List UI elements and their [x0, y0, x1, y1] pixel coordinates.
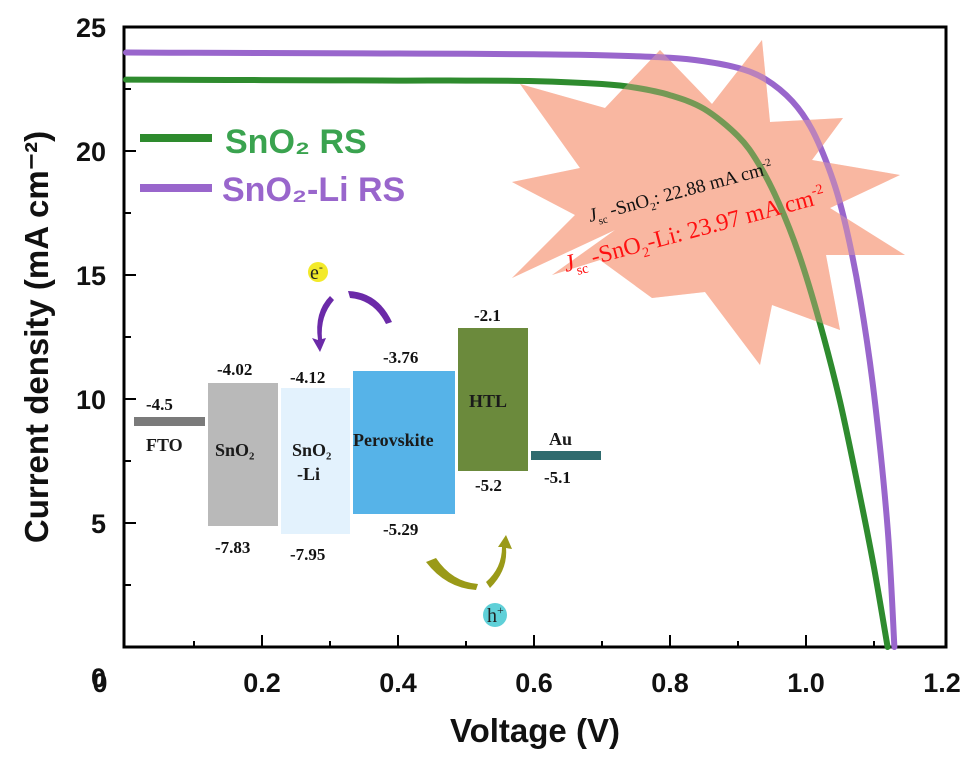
- band-au-level: -5.1: [544, 468, 571, 487]
- x-tick-label: 1.2: [923, 668, 961, 698]
- band-fto-name: FTO: [146, 435, 183, 455]
- band-htl-name: HTL: [469, 391, 507, 411]
- hole-marker: [483, 603, 507, 627]
- series-layer: [123, 49, 898, 650]
- electron-transfer-arrow-icon: [348, 291, 392, 324]
- y-axis-title: Current density (mA cm⁻²): [18, 131, 55, 543]
- x-axis-title: Voltage (V): [450, 712, 620, 749]
- band-au: [531, 451, 601, 460]
- electron-marker: [308, 262, 328, 282]
- y-tick-label: 0: [91, 663, 106, 693]
- legend: SnO₂ RS SnO₂-Li RS: [140, 123, 405, 209]
- band-perovskite: [353, 371, 455, 514]
- x-tick-label: 0.8: [651, 668, 689, 698]
- x-ticks: 0 0.2 0.4 0.6 0.8 1.0 1.2: [92, 635, 961, 698]
- band-sno2-li: [281, 388, 350, 534]
- band-sno2-vb: -7.83: [215, 538, 250, 557]
- x-tick-label: 0.6: [515, 668, 553, 698]
- band-htl: [458, 328, 528, 471]
- band-sno2-li-cb: -4.12: [290, 368, 325, 387]
- hole-transfer-arrow-head-icon: [486, 535, 512, 588]
- band-sno2-cb: -4.02: [217, 360, 252, 379]
- energy-level-diagram: -4.5 FTO -4.02 SnO₂ -7.83 -4.12 SnO₂ -Li…: [134, 260, 601, 627]
- legend-label-sno2-li: SnO₂-Li RS: [222, 171, 405, 209]
- band-perovskite-cb: -3.76: [383, 348, 418, 367]
- y-ticks: 0 5 10 15 20 25: [76, 13, 136, 693]
- y-tick-label: 20: [76, 137, 106, 167]
- y-tick-label: 5: [91, 509, 106, 539]
- band-fto: [134, 417, 205, 426]
- legend-label-sno2: SnO₂ RS: [225, 123, 367, 161]
- x-tick-label: 0.4: [379, 668, 417, 698]
- hole-label: h+: [487, 603, 504, 627]
- y-tick-label: 10: [76, 385, 106, 415]
- x-tick-label: 0: [92, 668, 107, 698]
- band-sno2-name: SnO₂: [215, 440, 254, 460]
- band-perovskite-vb: -5.29: [383, 520, 418, 539]
- band-au-name: Au: [549, 429, 572, 449]
- band-htl-cb: -2.1: [474, 306, 501, 325]
- x-tick-label: 0.2: [243, 668, 281, 698]
- band-sno2-li-vb: -7.95: [290, 545, 325, 564]
- series-line-sno2-li: [123, 49, 898, 650]
- electron-label: e-: [310, 260, 323, 284]
- band-sno2: [208, 383, 278, 526]
- jsc-starburst-overlay: [512, 40, 905, 365]
- band-sno2-li-name2: -Li: [297, 464, 320, 484]
- y-tick-label: 25: [76, 13, 106, 43]
- electron-transfer-arrow-head-icon: [312, 296, 334, 352]
- band-sno2-li-name: SnO₂: [292, 440, 331, 460]
- series-line-sno2: [123, 76, 891, 650]
- band-htl-vb: -5.2: [475, 476, 502, 495]
- hole-transfer-arrow-icon: [426, 558, 478, 590]
- x-tick-label: 1.0: [787, 668, 825, 698]
- band-fto-level: -4.5: [146, 395, 173, 414]
- band-perovskite-name: Perovskite: [353, 430, 434, 450]
- axes: 0 0.2 0.4 0.6 0.8 1.0 1.2 0 5 10 15 20 25: [76, 13, 961, 698]
- y-tick-label: 15: [76, 261, 106, 291]
